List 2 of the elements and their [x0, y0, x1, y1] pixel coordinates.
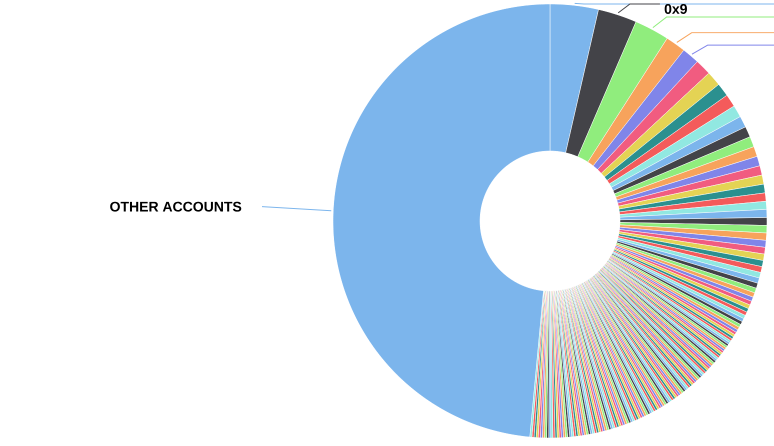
slice-label: OTHER ACCOUNTS	[110, 202, 242, 212]
legend-label: 0x9	[664, 4, 687, 14]
